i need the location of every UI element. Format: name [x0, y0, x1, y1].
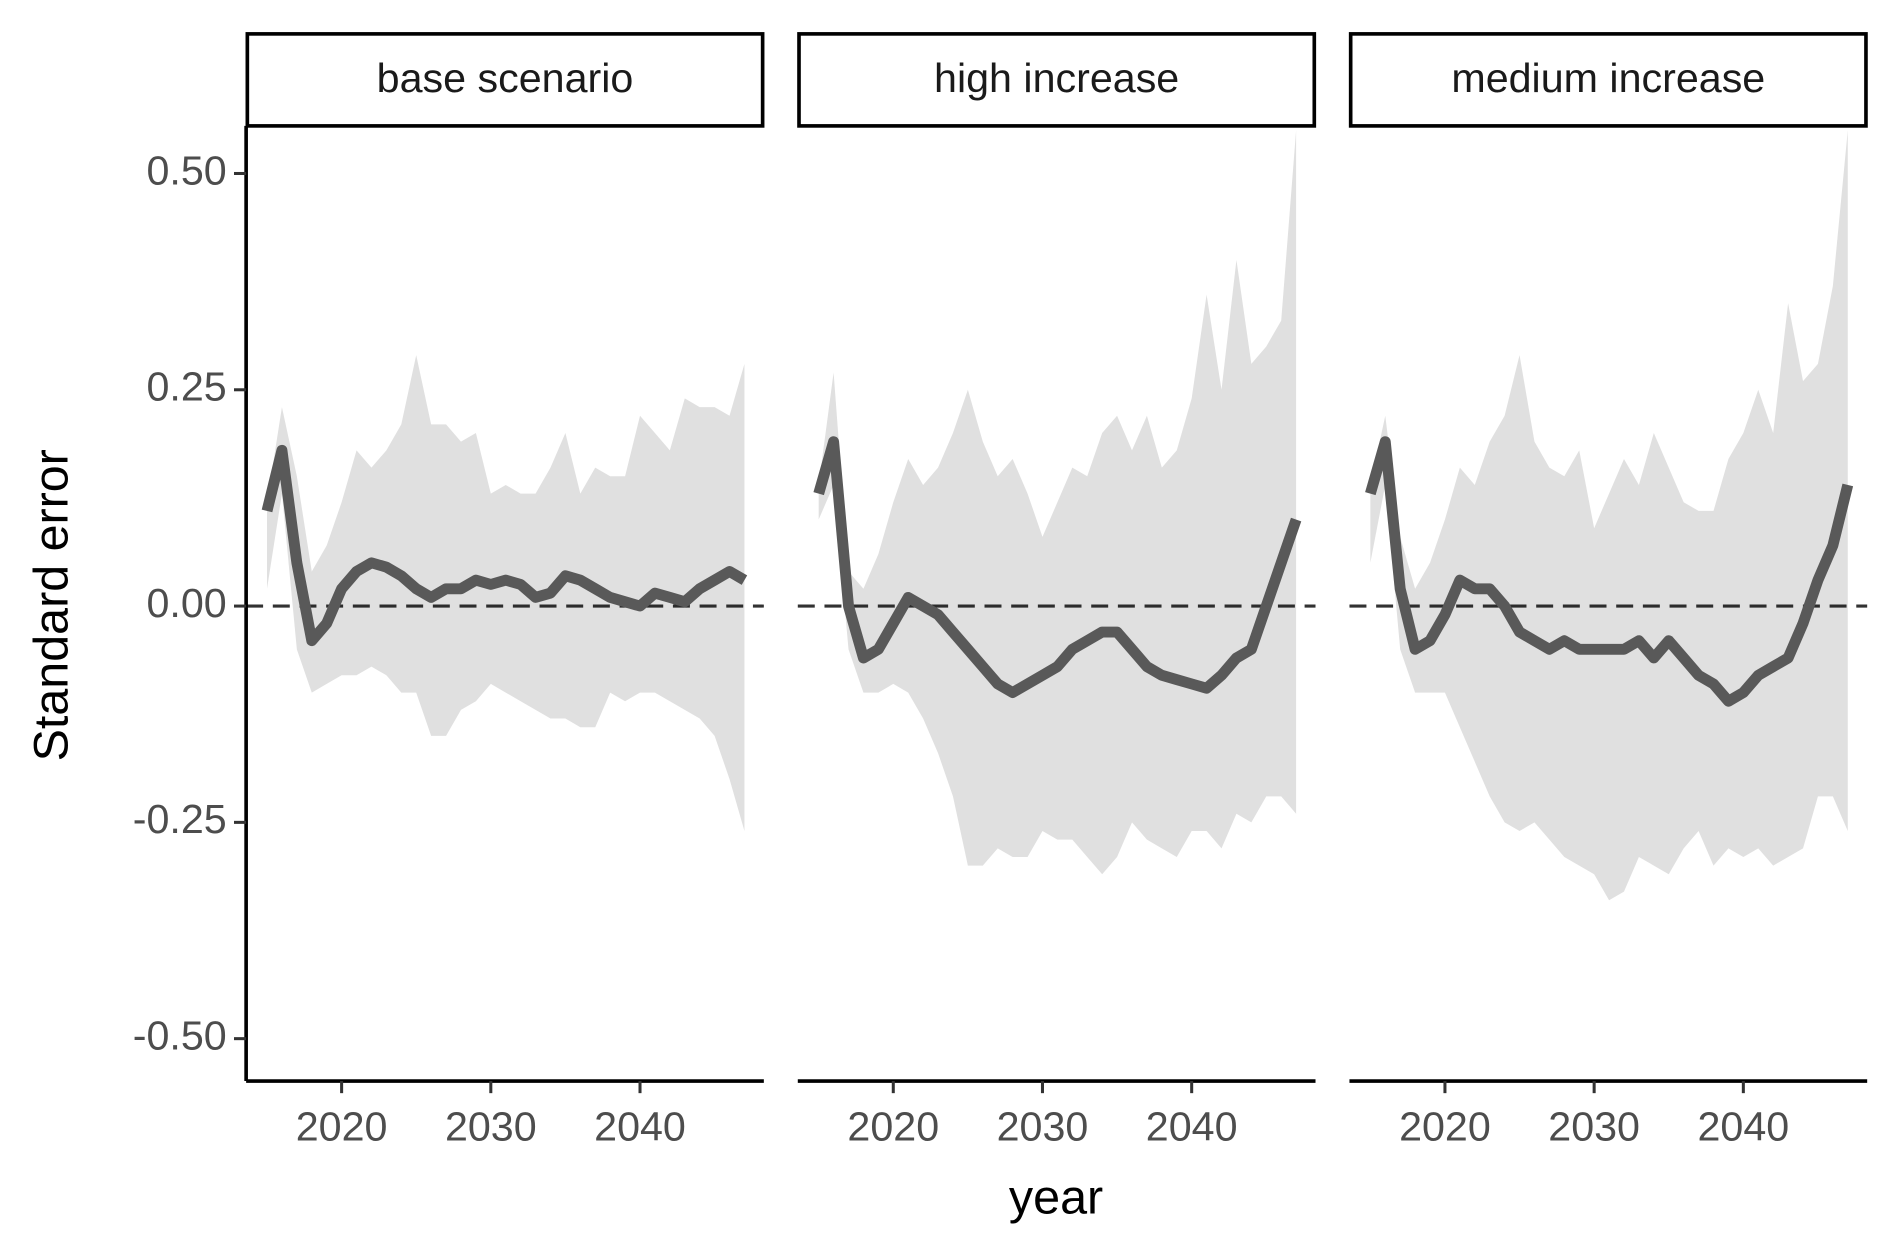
- y-tick-label: -0.25: [133, 796, 227, 842]
- x-tick-label: 2040: [1146, 1103, 1238, 1149]
- confidence-band: [1370, 130, 1848, 901]
- x-tick-label: 2030: [445, 1103, 537, 1149]
- facet-title: medium increase: [1451, 55, 1765, 101]
- x-tick-label: 2020: [296, 1103, 388, 1149]
- mean-line: [1365, 436, 1854, 707]
- facet-title: base scenario: [377, 55, 634, 101]
- y-tick-label: -0.50: [133, 1013, 227, 1059]
- x-tick-label: 2030: [997, 1103, 1089, 1149]
- facet-strip: [245, 32, 765, 128]
- mean-line: [813, 436, 1302, 699]
- mean-line: [261, 444, 748, 647]
- x-tick-label: 2020: [847, 1103, 939, 1149]
- facet-title: high increase: [934, 55, 1179, 101]
- x-tick-label: 2020: [1399, 1103, 1491, 1149]
- confidence-band: [267, 355, 745, 832]
- x-axis-title: year: [1009, 1171, 1103, 1225]
- y-tick-label: 0.50: [146, 147, 226, 193]
- confidence-band: [818, 130, 1297, 875]
- x-tick-label: 2040: [594, 1103, 686, 1149]
- x-tick-label: 2040: [1697, 1103, 1789, 1149]
- x-tick-label: 2030: [1548, 1103, 1640, 1149]
- y-tick-label: 0.25: [146, 364, 226, 410]
- y-tick-label: 0.00: [146, 580, 226, 626]
- facet-strip: [1348, 32, 1868, 128]
- y-axis-title: Standard error: [24, 449, 78, 761]
- facet-strip: [797, 32, 1317, 128]
